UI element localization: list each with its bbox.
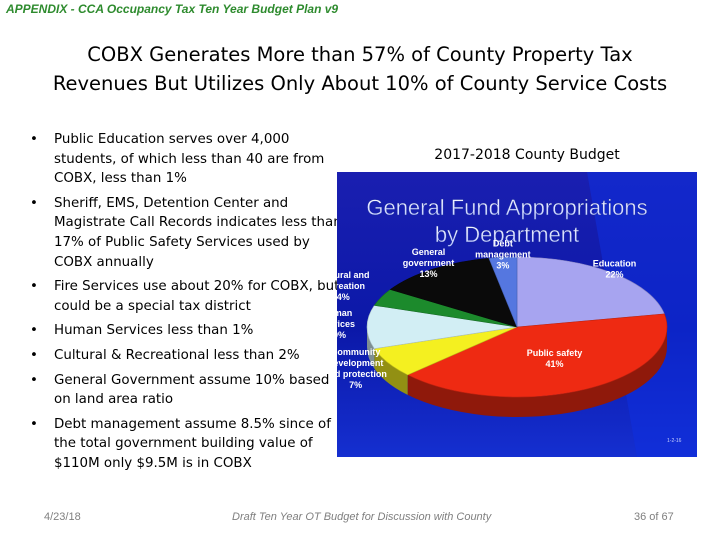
pie-slices bbox=[366, 256, 668, 398]
bullet-item: Cultural & Recreational less than 2% bbox=[28, 346, 348, 366]
chart-caption: 2017-2018 County Budget bbox=[434, 147, 620, 163]
pie-slice-general-government bbox=[389, 257, 518, 328]
title-line-2: Revenues But Utilizes Only About 10% of … bbox=[52, 72, 668, 95]
bullet-item: Public Education serves over 4,000 stude… bbox=[28, 130, 348, 189]
footer-date: 4/23/18 bbox=[44, 511, 81, 523]
pie-slice-debt-management bbox=[488, 256, 518, 328]
pie-label-human-services: Humanservices10% bbox=[337, 308, 355, 340]
bullet-list: Public Education serves over 4,000 stude… bbox=[28, 130, 348, 479]
slide-title: COBX Generates More than 57% of County P… bbox=[30, 40, 690, 98]
pie-depth bbox=[367, 327, 667, 417]
bullet-item: Sheriff, EMS, Detention Center and Magis… bbox=[28, 194, 348, 272]
pie-slice-human-services bbox=[366, 305, 518, 349]
pie-side-community-development-and-protection bbox=[374, 348, 408, 395]
bullet-item: Human Services less than 1% bbox=[28, 321, 348, 341]
footer-center-text: Draft Ten Year OT Budget for Discussion … bbox=[232, 511, 492, 523]
pie-side-public-safety bbox=[407, 327, 667, 417]
pie-slice-public-safety bbox=[406, 313, 668, 398]
pie-chart: General Fund Appropriations by Departmen… bbox=[337, 172, 697, 457]
pie-side-human-services bbox=[367, 327, 375, 369]
bullet-item: Fire Services use about 20% for COBX, bu… bbox=[28, 277, 348, 316]
chart-title-line-1: General Fund Appropriations bbox=[366, 195, 647, 220]
chart-footnote: 1-2-16 bbox=[667, 438, 682, 444]
pie-slice-education bbox=[516, 256, 665, 328]
bullet-item: General Government assume 10% based on l… bbox=[28, 371, 348, 410]
pie-label-cultural-and-recreation: Cultural andrecreation4% bbox=[337, 270, 370, 302]
chart-title-line-2: by Department bbox=[435, 222, 579, 247]
title-line-1: COBX Generates More than 57% of County P… bbox=[87, 43, 633, 66]
pie-label-education: Education 22% bbox=[593, 258, 637, 279]
pie-label-general-government: General government 13% bbox=[403, 247, 455, 279]
pie-label-public-safety: Public safety 41% bbox=[527, 348, 583, 369]
bullet-item: Debt management assume 8.5% since of the… bbox=[28, 415, 348, 474]
pie-label-debt-management: Debt management 3% bbox=[475, 238, 531, 270]
footer-page-number: 36 of 67 bbox=[634, 511, 674, 523]
appendix-header: APPENDIX - CCA Occupancy Tax Ten Year Bu… bbox=[6, 2, 339, 16]
